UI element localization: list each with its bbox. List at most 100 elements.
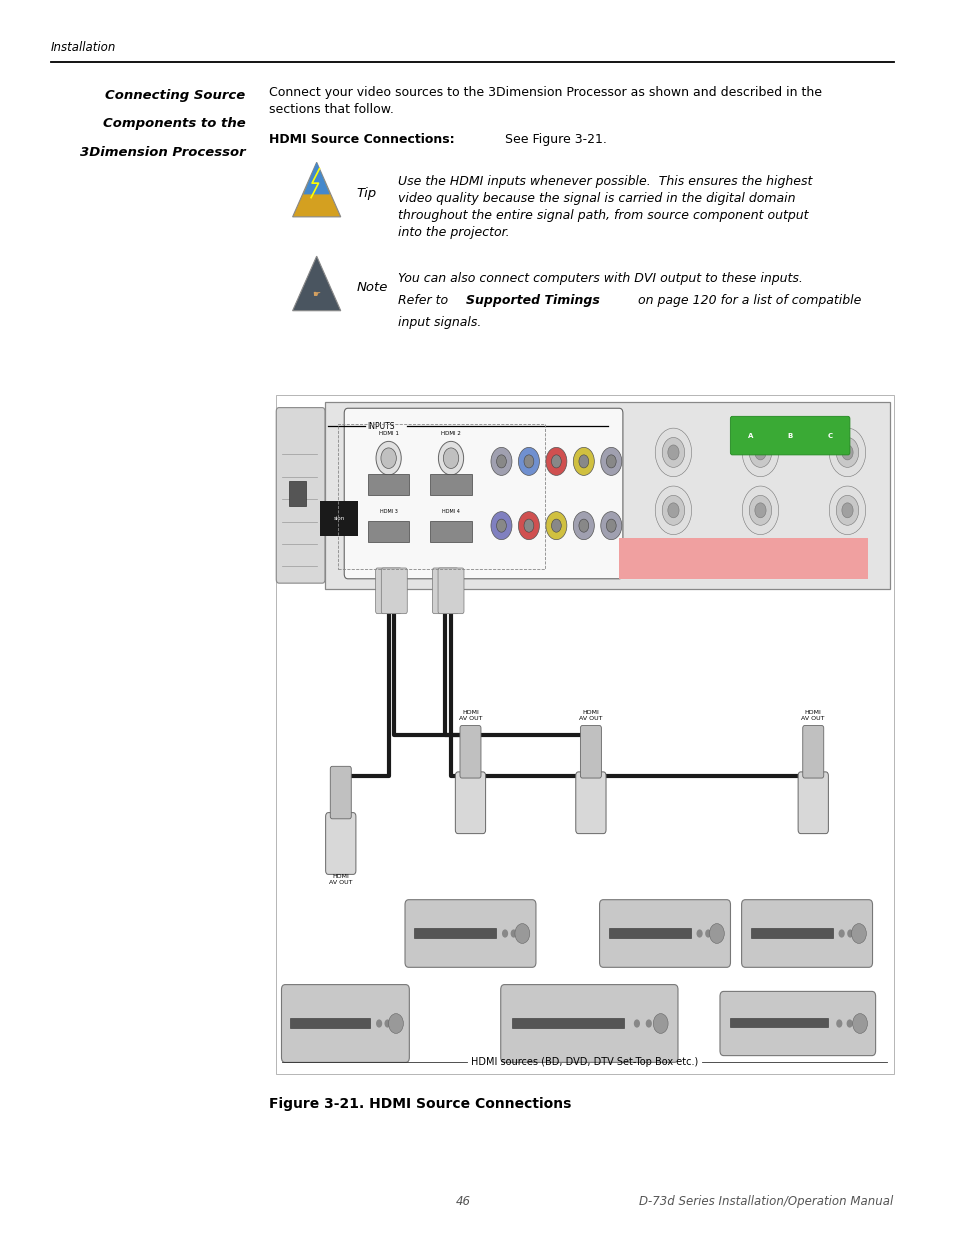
Circle shape — [578, 454, 588, 468]
FancyBboxPatch shape — [618, 538, 867, 579]
Text: sion: sion — [334, 516, 345, 521]
FancyBboxPatch shape — [325, 401, 889, 589]
Circle shape — [856, 1019, 862, 1028]
FancyBboxPatch shape — [720, 992, 875, 1056]
Circle shape — [517, 511, 538, 540]
FancyBboxPatch shape — [608, 929, 690, 937]
FancyBboxPatch shape — [289, 482, 306, 506]
FancyBboxPatch shape — [430, 521, 471, 542]
Circle shape — [388, 1014, 403, 1034]
Circle shape — [523, 454, 534, 468]
Circle shape — [501, 930, 508, 937]
Circle shape — [852, 1014, 866, 1034]
FancyBboxPatch shape — [729, 1019, 827, 1028]
FancyBboxPatch shape — [381, 568, 407, 614]
Text: HDMI
AV OUT: HDMI AV OUT — [458, 710, 481, 721]
Circle shape — [741, 429, 778, 477]
FancyBboxPatch shape — [579, 726, 600, 778]
Circle shape — [491, 447, 512, 475]
Circle shape — [841, 503, 852, 517]
Text: HDMI 1: HDMI 1 — [378, 431, 398, 436]
FancyBboxPatch shape — [576, 772, 605, 834]
Circle shape — [606, 454, 616, 468]
FancyBboxPatch shape — [512, 1018, 623, 1028]
Circle shape — [600, 447, 621, 475]
Text: C: C — [826, 432, 831, 438]
Circle shape — [573, 511, 594, 540]
Text: Installation: Installation — [51, 41, 116, 54]
Text: HDMI 3: HDMI 3 — [379, 510, 397, 515]
Text: INPUTS: INPUTS — [367, 422, 395, 431]
Polygon shape — [293, 162, 340, 217]
Polygon shape — [303, 162, 330, 194]
Circle shape — [375, 1019, 382, 1028]
FancyBboxPatch shape — [330, 766, 351, 819]
Circle shape — [846, 930, 853, 937]
FancyBboxPatch shape — [368, 474, 409, 495]
Circle shape — [661, 495, 684, 525]
FancyBboxPatch shape — [750, 929, 832, 937]
FancyBboxPatch shape — [430, 474, 471, 495]
FancyBboxPatch shape — [290, 1018, 370, 1028]
Text: See Figure 3-21.: See Figure 3-21. — [500, 133, 606, 147]
Circle shape — [545, 511, 566, 540]
Circle shape — [845, 1019, 852, 1028]
Text: Connecting Source: Connecting Source — [105, 89, 245, 103]
Text: input signals.: input signals. — [397, 316, 481, 330]
Text: You can also connect computers with DVI output to these inputs.: You can also connect computers with DVI … — [397, 272, 802, 285]
Text: HDMI 4: HDMI 4 — [441, 510, 459, 515]
Circle shape — [518, 930, 525, 937]
Circle shape — [748, 495, 771, 525]
FancyBboxPatch shape — [432, 568, 457, 614]
Circle shape — [578, 519, 588, 532]
Circle shape — [600, 511, 621, 540]
Circle shape — [606, 519, 616, 532]
FancyBboxPatch shape — [325, 813, 355, 874]
Circle shape — [709, 924, 723, 944]
Circle shape — [667, 445, 679, 459]
Circle shape — [551, 454, 560, 468]
FancyBboxPatch shape — [459, 726, 480, 778]
Circle shape — [836, 437, 858, 467]
FancyBboxPatch shape — [414, 929, 496, 937]
Text: Refer to: Refer to — [397, 294, 452, 308]
Text: Connect your video sources to the 3Dimension Processor as shown and described in: Connect your video sources to the 3Dimen… — [268, 86, 821, 116]
Circle shape — [573, 447, 594, 475]
Circle shape — [754, 503, 765, 517]
FancyBboxPatch shape — [598, 899, 730, 967]
Circle shape — [838, 930, 843, 937]
Circle shape — [545, 447, 566, 475]
Circle shape — [655, 429, 691, 477]
Circle shape — [836, 1019, 841, 1028]
Text: on page 120 for a list of compatible: on page 120 for a list of compatible — [633, 294, 860, 308]
FancyBboxPatch shape — [500, 984, 678, 1062]
FancyBboxPatch shape — [344, 409, 622, 579]
Text: HDMI Source Connections:: HDMI Source Connections: — [268, 133, 454, 147]
Circle shape — [754, 445, 765, 459]
FancyBboxPatch shape — [455, 772, 485, 834]
Circle shape — [375, 441, 401, 475]
FancyBboxPatch shape — [275, 395, 893, 1074]
Circle shape — [393, 1019, 398, 1028]
FancyBboxPatch shape — [801, 726, 822, 778]
Text: Supported Timings: Supported Timings — [465, 294, 599, 308]
Circle shape — [380, 448, 395, 468]
Circle shape — [828, 487, 864, 535]
Circle shape — [704, 930, 711, 937]
Circle shape — [841, 445, 852, 459]
Text: Use the HDMI inputs whenever possible.  This ensures the highest
video quality b: Use the HDMI inputs whenever possible. T… — [397, 175, 812, 240]
Text: 3Dimension Processor: 3Dimension Processor — [80, 146, 245, 159]
Circle shape — [438, 441, 463, 475]
Text: A: A — [747, 432, 753, 438]
Circle shape — [517, 447, 538, 475]
Circle shape — [667, 503, 679, 517]
Circle shape — [523, 519, 534, 532]
FancyBboxPatch shape — [437, 568, 463, 614]
Circle shape — [633, 1019, 639, 1028]
Text: B: B — [786, 432, 792, 438]
Text: HDMI sources (BD, DVD, DTV Set-Top Box etc.): HDMI sources (BD, DVD, DTV Set-Top Box e… — [471, 1057, 698, 1067]
Circle shape — [851, 924, 865, 944]
FancyBboxPatch shape — [798, 772, 827, 834]
Text: Components to the: Components to the — [103, 117, 245, 131]
Circle shape — [855, 930, 862, 937]
